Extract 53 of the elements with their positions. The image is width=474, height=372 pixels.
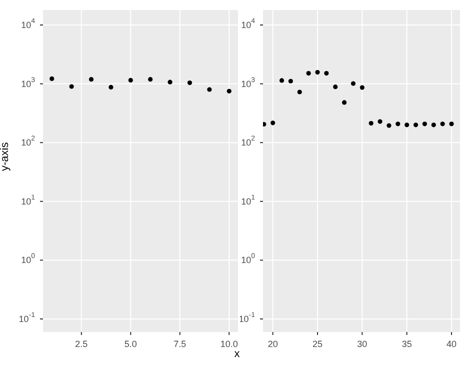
point bbox=[128, 78, 133, 83]
y-tick-label: 10$^{-1}$ bbox=[18, 312, 36, 324]
x-tick-label: 35 bbox=[402, 339, 412, 349]
point bbox=[350, 81, 356, 86]
point bbox=[108, 84, 114, 90]
point bbox=[69, 84, 74, 89]
point bbox=[431, 122, 436, 128]
point bbox=[449, 122, 454, 126]
point bbox=[368, 120, 374, 126]
point bbox=[360, 85, 364, 90]
point bbox=[315, 70, 320, 75]
y-tick-label: 10$^{4}$ bbox=[241, 18, 256, 30]
x-tick-label: 7.5 bbox=[174, 339, 186, 349]
x-tick-label: 10.0 bbox=[220, 339, 238, 349]
y-tick-label: 10$^{3}$ bbox=[21, 76, 36, 89]
y-tick-label: 10$^{0}$ bbox=[241, 253, 256, 266]
point bbox=[306, 70, 311, 76]
point bbox=[270, 120, 276, 126]
point bbox=[148, 77, 153, 82]
x-tick-label: 30 bbox=[357, 339, 368, 349]
point bbox=[279, 78, 284, 83]
x-tick-label: 20 bbox=[268, 339, 278, 349]
y-tick-label: 10$^{4}$ bbox=[21, 18, 36, 30]
point bbox=[50, 76, 54, 82]
point bbox=[378, 119, 382, 124]
x-tick-label: 40 bbox=[446, 339, 457, 349]
point bbox=[333, 84, 338, 90]
y-tick-label: 10$^{1}$ bbox=[21, 194, 36, 206]
y-tick-label: 10$^{3}$ bbox=[241, 76, 256, 89]
x-tick-label: 5.0 bbox=[124, 339, 137, 349]
y-axis-title: y-axis bbox=[0, 142, 11, 171]
point bbox=[288, 78, 293, 84]
point bbox=[168, 80, 172, 84]
x-axis-title: x bbox=[233, 348, 241, 360]
point bbox=[88, 77, 94, 82]
point bbox=[342, 100, 347, 105]
x-tick-label: 2.5 bbox=[75, 339, 88, 349]
point bbox=[413, 122, 418, 128]
y-tick-label: 10$^{1}$ bbox=[241, 194, 256, 206]
point bbox=[440, 122, 445, 126]
point bbox=[386, 123, 392, 128]
x-tick-label: 25 bbox=[312, 339, 323, 349]
y-tick-label: 10$^{2}$ bbox=[241, 136, 256, 148]
point bbox=[324, 70, 329, 76]
point bbox=[422, 122, 428, 126]
point bbox=[396, 122, 400, 126]
point bbox=[404, 122, 410, 128]
point bbox=[207, 87, 212, 92]
y-tick-label: 10$^{0}$ bbox=[21, 253, 36, 266]
point bbox=[226, 88, 232, 94]
point bbox=[297, 90, 302, 94]
y-tick-label: 10$^{2}$ bbox=[21, 136, 36, 148]
point bbox=[187, 80, 192, 86]
